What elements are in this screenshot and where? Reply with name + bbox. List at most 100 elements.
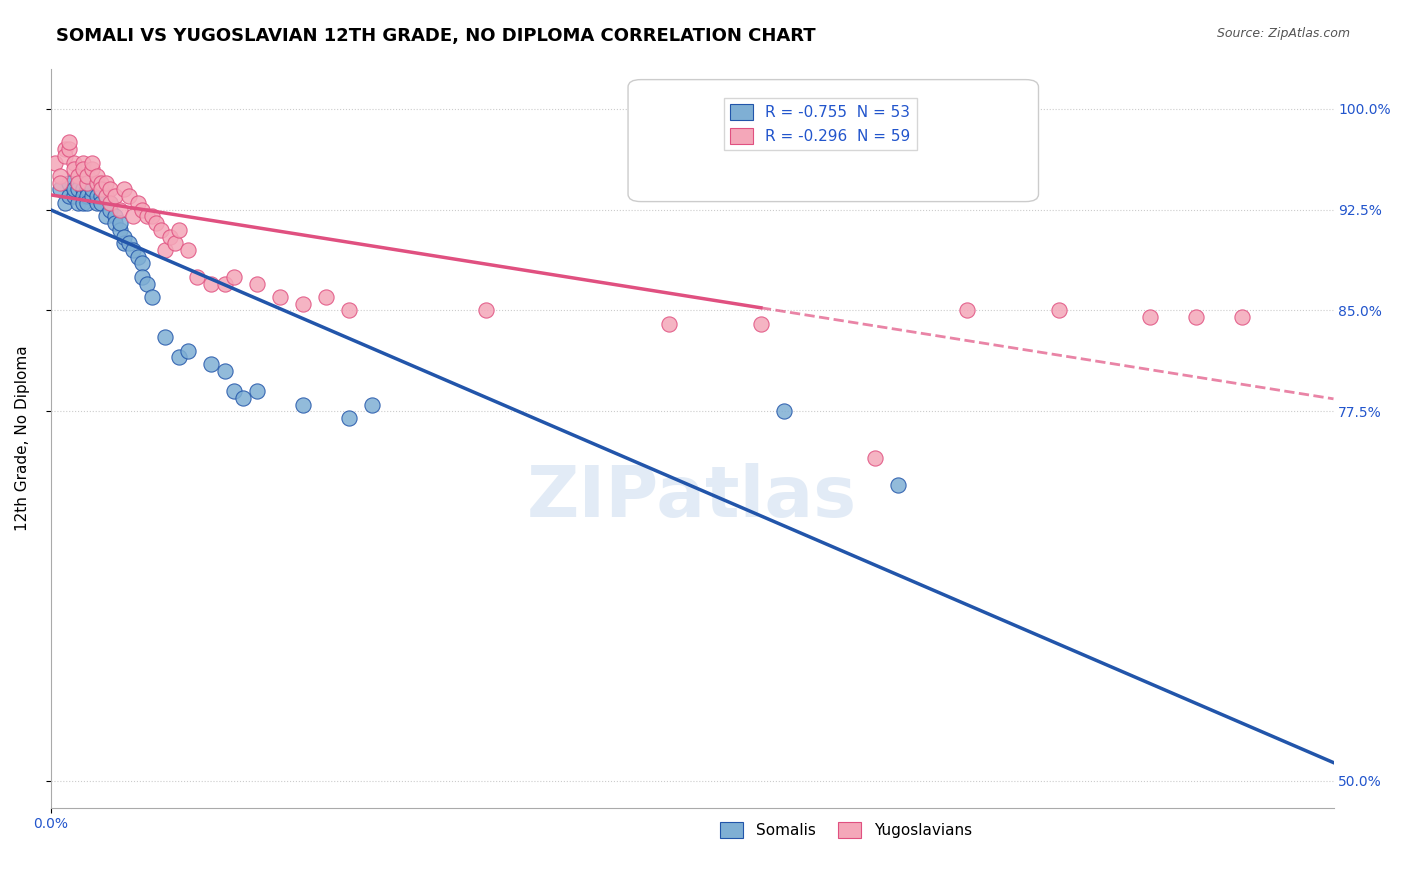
Point — [155, 330, 177, 344]
FancyBboxPatch shape — [628, 79, 1039, 202]
Point — [67, 176, 90, 190]
Point — [104, 216, 127, 230]
Point — [44, 155, 66, 169]
Text: ZIPatlas: ZIPatlas — [527, 463, 858, 532]
Point — [62, 155, 84, 169]
Point — [118, 189, 141, 203]
Point — [122, 243, 145, 257]
Point — [90, 182, 112, 196]
Point — [315, 290, 337, 304]
Point — [1139, 310, 1161, 325]
Text: Source: ZipAtlas.com: Source: ZipAtlas.com — [1216, 27, 1350, 40]
Point — [100, 195, 122, 210]
Point — [246, 384, 269, 398]
Point — [200, 277, 222, 291]
Point — [222, 384, 245, 398]
Point — [67, 176, 90, 190]
Point — [94, 189, 117, 203]
Point — [177, 343, 200, 358]
Point — [167, 351, 190, 365]
Point — [337, 303, 360, 318]
Point — [246, 277, 269, 291]
Point — [86, 169, 108, 183]
Point — [112, 236, 135, 251]
Point — [76, 169, 98, 183]
Point — [80, 162, 103, 177]
Point — [145, 216, 167, 230]
Point — [67, 169, 90, 183]
Point — [269, 290, 291, 304]
Point — [360, 398, 382, 412]
Point — [222, 269, 245, 284]
Point — [67, 195, 90, 210]
Point — [149, 223, 172, 237]
Point — [131, 269, 153, 284]
Point — [232, 391, 254, 405]
Point — [112, 182, 135, 196]
Point — [90, 189, 112, 203]
Point — [94, 210, 117, 224]
Point — [53, 142, 76, 156]
Point — [214, 364, 236, 378]
Point — [291, 398, 314, 412]
Point — [108, 202, 131, 217]
Point — [86, 189, 108, 203]
Point — [177, 243, 200, 257]
Point — [90, 195, 112, 210]
Point — [62, 182, 84, 196]
Point — [127, 195, 149, 210]
Point — [141, 290, 163, 304]
Point — [58, 136, 80, 150]
Point — [76, 189, 98, 203]
Point — [53, 195, 76, 210]
Point — [865, 451, 887, 466]
Point — [94, 189, 117, 203]
Point — [80, 155, 103, 169]
Point — [86, 176, 108, 190]
Point — [291, 297, 314, 311]
Point — [214, 277, 236, 291]
Point — [76, 182, 98, 196]
Point — [67, 182, 90, 196]
Point — [72, 195, 94, 210]
Point — [108, 216, 131, 230]
Point — [167, 223, 190, 237]
Point — [887, 478, 910, 492]
Y-axis label: 12th Grade, No Diploma: 12th Grade, No Diploma — [15, 345, 30, 531]
Point — [200, 357, 222, 371]
Legend: Somalis, Yugoslavians: Somalis, Yugoslavians — [714, 816, 977, 845]
Point — [749, 317, 772, 331]
Point — [159, 229, 181, 244]
Point — [76, 176, 98, 190]
Point — [100, 202, 122, 217]
Point — [76, 176, 98, 190]
Point — [122, 210, 145, 224]
Point — [118, 236, 141, 251]
Point — [1230, 310, 1253, 325]
Point — [72, 162, 94, 177]
Point — [49, 182, 72, 196]
Point — [80, 189, 103, 203]
Point — [72, 182, 94, 196]
Point — [72, 189, 94, 203]
Point — [136, 277, 159, 291]
Point — [49, 169, 72, 183]
Point — [58, 189, 80, 203]
Point — [76, 195, 98, 210]
Point — [155, 243, 177, 257]
Point — [772, 404, 794, 418]
Point — [80, 182, 103, 196]
Text: SOMALI VS YUGOSLAVIAN 12TH GRADE, NO DIPLOMA CORRELATION CHART: SOMALI VS YUGOSLAVIAN 12TH GRADE, NO DIP… — [56, 27, 815, 45]
Point — [475, 303, 498, 318]
Point — [337, 411, 360, 425]
Point — [956, 303, 979, 318]
Point — [94, 176, 117, 190]
Point — [1047, 303, 1070, 318]
Point — [86, 195, 108, 210]
Point — [131, 202, 153, 217]
Point — [141, 210, 163, 224]
Point — [62, 162, 84, 177]
Point — [112, 229, 135, 244]
Point — [136, 210, 159, 224]
Point — [100, 195, 122, 210]
